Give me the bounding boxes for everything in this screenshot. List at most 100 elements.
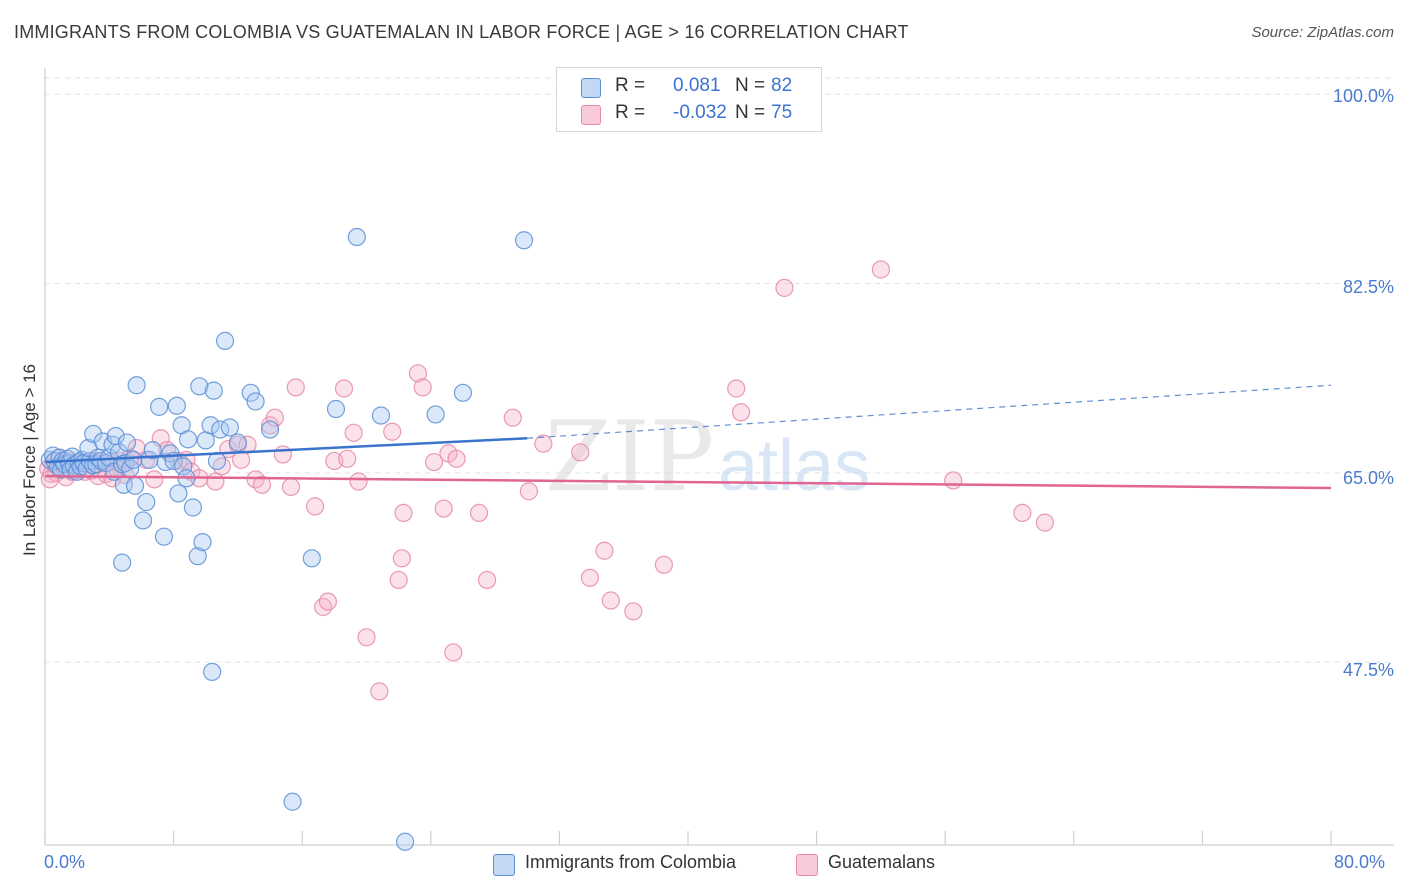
colombia-point [228,433,247,452]
trend-lines [44,384,1332,490]
guatemalan-point [408,364,428,383]
colombia-point [143,441,162,460]
legend-label: Guatemalans [828,852,936,872]
guatemalan-point [424,452,444,472]
colombia-trend-line [44,436,528,464]
guatemalan-point [447,449,466,468]
guatemalan-point [265,408,284,427]
guatemalan-point [413,378,432,397]
colombia-point [283,792,302,811]
guatemalan-point [534,434,553,453]
colombia-point [426,405,445,424]
colombia-point [174,457,193,476]
guatemalan-point [503,408,522,427]
y-tick-label: 82.5% [1342,277,1394,297]
colombia-point [246,392,265,411]
n-label: N = [735,75,766,96]
guatemalan-point [469,503,489,522]
series-colombia [40,227,534,851]
colombia-point [220,418,239,437]
guatemalan-point [580,568,600,587]
guatemalan-point [731,403,751,422]
x-tick-label: 0.0% [44,852,86,872]
guatemalan-point [871,260,891,279]
colombia-point [167,396,186,415]
colombia-trend-extension [527,384,1332,439]
guatemalan-point [281,477,301,497]
colombia-point [196,431,215,450]
colombia-point [514,231,534,250]
colombia-point [204,381,223,400]
grid-lines [45,77,1394,663]
watermark: ZIP atlas [545,401,870,513]
colombia-point [326,399,346,419]
chart-title: IMMIGRANTS FROM COLOMBIA VS GUATEMALAN I… [14,22,909,42]
colombia-point [453,383,473,402]
blue-swatch-icon [581,78,601,98]
y-tick-label: 65.0% [1342,468,1394,488]
guatemalan-point [313,597,333,617]
colombia-point [190,377,209,396]
r-value: 0.081 [673,75,721,96]
colombia-point [183,498,202,517]
colombia-point [260,420,280,439]
colombia-point [371,406,391,425]
r-label: R = [615,75,646,96]
guatemalan-point [775,278,794,297]
n-value: 82 [771,75,793,96]
guatemalan-point [212,457,231,476]
guatemalan-point [1035,513,1054,532]
guatemalan-point [389,570,408,590]
colombia-point [154,527,174,546]
guatemalan-point [206,472,225,491]
guatemalan-point [727,379,746,398]
r-value: -0.032 [673,102,727,123]
guatemalan-point [334,379,354,398]
guatemalan-point [392,549,411,568]
colombia-point [302,549,321,568]
colombia-point [133,511,153,530]
colombia-point [178,430,198,449]
n-value: 75 [771,102,793,123]
r-label: R = [615,102,646,123]
guatemalan-trend-line [44,474,1332,490]
guatemalan-point [357,628,376,647]
source-label: Source: ZipAtlas.com [1251,24,1394,41]
guatemalan-point [477,570,497,590]
colombia-point [203,662,222,682]
colombia-point [169,484,188,503]
watermark-zip: ZIP [545,401,714,513]
guatemalan-point [252,475,272,494]
colombia-point [347,227,366,247]
legend-label: Immigrants from Colombia [525,852,737,872]
watermark-atlas: atlas [718,426,870,506]
colombia-point [127,376,146,395]
guatemalan-point [232,450,251,469]
guatemalan-point [349,472,368,491]
colombia-point [117,433,137,452]
colombia-point [125,476,145,495]
guatemalan-point [624,602,643,621]
guatemalan-point [318,592,338,611]
blue-swatch-icon [493,854,515,876]
guatemalan-point [571,443,590,462]
guatemalan-point [601,591,620,610]
pink-swatch-icon [796,854,818,876]
pink-swatch-icon [581,105,601,125]
guatemalan-point [305,497,325,516]
bottom-legend-colombia: Immigrants from Colombia [493,852,737,876]
guatemalan-point [434,499,453,518]
guatemalan-point [286,378,305,397]
y-tick-label: 100.0% [1332,86,1394,106]
guatemalan-point [273,445,293,464]
colombia-point [188,547,207,566]
colombia-point [137,492,156,512]
correlation-legend: R = 0.081 N = 82 R = -0.032 N = 75 [556,67,822,132]
guatemalan-point [519,482,538,501]
guatemalan-point [1013,503,1032,522]
colombia-point [193,532,212,552]
colombia-point [201,416,220,435]
x-tick-label: 80.0% [1334,852,1386,872]
guatemalan-point [338,449,357,468]
